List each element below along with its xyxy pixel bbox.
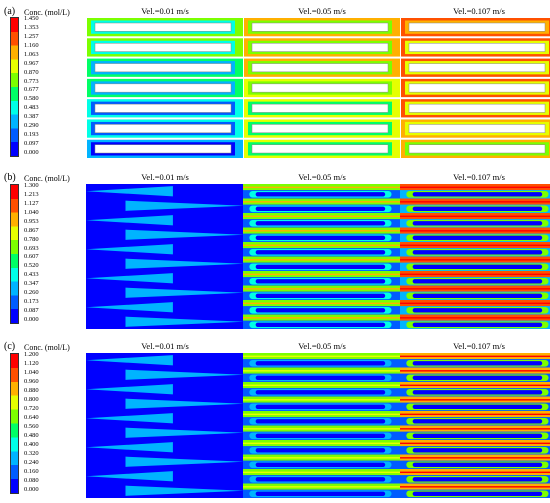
plot-title: Vel.=0.05 m/s: [298, 172, 346, 182]
contour-graphic: [400, 353, 550, 498]
contour-plot: [243, 353, 401, 498]
colorbar-tick-label: 1.257: [24, 32, 39, 40]
colorbar-tick-label: 0.000: [24, 316, 39, 323]
contour-graphic: [400, 184, 550, 329]
colorbar-tick-label: 0.480: [24, 432, 39, 439]
colorbar-tick-label: 0.560: [24, 423, 39, 430]
colorbar-tick-label: 0.800: [24, 396, 39, 403]
colorbar-tick-label: 1.040: [24, 369, 39, 376]
colorbar-tick-label: 1.213: [24, 190, 39, 198]
panel-label: (b): [4, 172, 16, 183]
plot-title: Vel.=0.01 m/s: [141, 6, 189, 16]
colorbar-tick-label: 1.300: [24, 182, 39, 189]
colorbar-tick-label: 0.520: [24, 262, 39, 270]
contour-plot: [243, 184, 401, 329]
contour-plot: [400, 184, 550, 329]
contour-graphic: [86, 17, 244, 159]
colorbar-tick-label: 0.880: [24, 387, 39, 394]
colorbar-tick-label: 0.387: [24, 113, 39, 121]
colorbar-tick-label: 0.000: [24, 486, 39, 493]
colorbar-tick-label: 0.693: [24, 244, 39, 252]
colorbar: [10, 353, 19, 494]
colorbar-tick-label: 0.193: [24, 131, 39, 139]
colorbar-tick-label: 1.450: [24, 15, 39, 22]
colorbar-tick-label: 0.347: [24, 280, 39, 288]
colorbar-tick-label: 0.433: [24, 271, 39, 279]
plot-title: Vel.=0.107 m/s: [453, 341, 505, 351]
colorbar-tick-label: 1.160: [24, 41, 39, 49]
colorbar-tick-label: 0.967: [24, 59, 39, 67]
contour-graphic: [243, 17, 401, 159]
colorbar-tick-label: 1.353: [24, 23, 39, 31]
colorbar-tick-label: 0.780: [24, 235, 39, 243]
colorbar-tick-label: 0.960: [24, 378, 39, 385]
colorbar-tick-label: 1.120: [24, 360, 39, 367]
legend-title: Conc. (mol/L): [24, 343, 70, 352]
colorbar-tick-label: 0.580: [24, 95, 39, 103]
contour-graphic: [86, 184, 244, 329]
colorbar: [10, 184, 19, 324]
colorbar-tick-label: 0.677: [24, 86, 39, 94]
colorbar-tick-label: 1.063: [24, 50, 39, 58]
colorbar-tick-label: 1.040: [24, 208, 39, 216]
panel-label: (c): [4, 341, 16, 352]
panel-label: (a): [4, 6, 16, 17]
contour-graphic: [400, 17, 550, 159]
colorbar-tick-label: 1.200: [24, 351, 39, 358]
colorbar-tick-label: 0.160: [24, 468, 39, 475]
contour-graphic: [243, 353, 401, 498]
colorbar-tick-label: 1.127: [24, 199, 39, 207]
colorbar-tick-label: 0.483: [24, 104, 39, 112]
colorbar-tick-label: 0.720: [24, 405, 39, 412]
contour-graphic: [243, 184, 401, 329]
colorbar-tick-label: 0.087: [24, 307, 39, 315]
colorbar-tick-label: 0.240: [24, 459, 39, 466]
colorbar-tick-label: 0.320: [24, 450, 39, 457]
colorbar-tick-label: 0.953: [24, 217, 39, 225]
contour-plot: [400, 353, 550, 498]
colorbar-tick-label: 0.173: [24, 298, 39, 306]
contour-plot: [400, 17, 550, 159]
colorbar-tick-label: 0.000: [24, 149, 39, 156]
colorbar-tick-label: 0.867: [24, 226, 39, 234]
colorbar-tick-label: 0.773: [24, 77, 39, 85]
colorbar-tick-label: 0.097: [24, 140, 39, 148]
legend-title: Conc. (mol/L): [24, 174, 70, 183]
contour-plot: [86, 353, 244, 498]
plot-title: Vel.=0.05 m/s: [298, 6, 346, 16]
colorbar-tick-label: 0.400: [24, 441, 39, 448]
colorbar: [10, 17, 19, 157]
plot-title: Vel.=0.01 m/s: [141, 341, 189, 351]
colorbar-tick-label: 0.260: [24, 289, 39, 297]
colorbar-tick-label: 0.870: [24, 68, 39, 76]
colorbar-tick-label: 0.290: [24, 122, 39, 130]
colorbar-tick-label: 0.607: [24, 253, 39, 261]
colorbar-tick-label: 0.640: [24, 414, 39, 421]
colorbar-tick-label: 0.080: [24, 477, 39, 484]
contour-graphic: [86, 353, 244, 498]
plot-title: Vel.=0.01 m/s: [141, 172, 189, 182]
contour-plot: [86, 184, 244, 329]
plot-title: Vel.=0.107 m/s: [453, 172, 505, 182]
plot-title: Vel.=0.107 m/s: [453, 6, 505, 16]
plot-title: Vel.=0.05 m/s: [298, 341, 346, 351]
legend-title: Conc. (mol/L): [24, 8, 70, 17]
contour-plot: [86, 17, 244, 159]
contour-plot: [243, 17, 401, 159]
